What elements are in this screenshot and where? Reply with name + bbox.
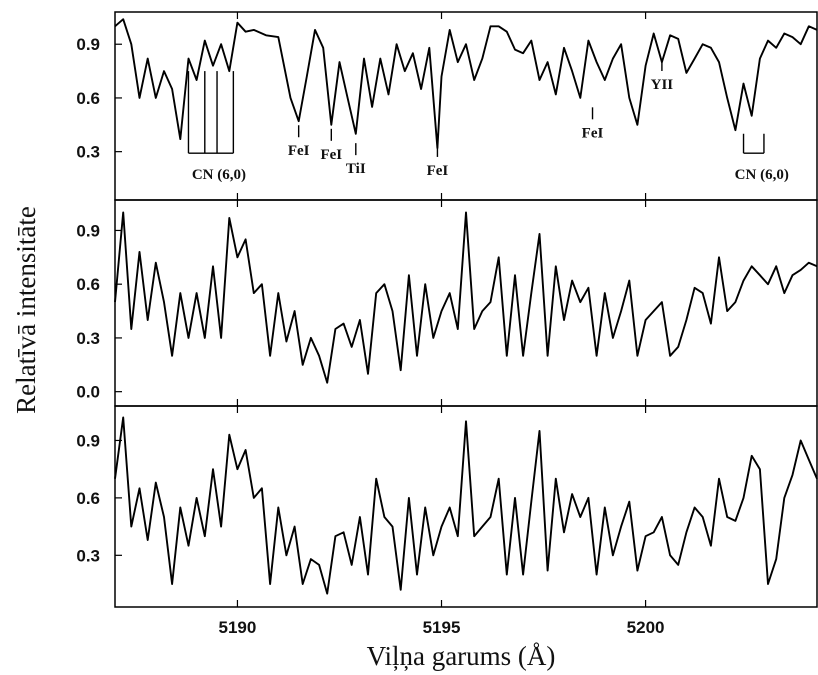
plot-area: 0.3 0.6 0.9 0.0 0.3 0.6 0.9 0.3 0.6 0.9 5190 5195 52…: [76, 11, 818, 637]
line-marker-label: TiI: [346, 161, 366, 177]
y-tick-label-top: 0.6: [76, 89, 100, 108]
x-tick-label: 5200: [627, 618, 665, 637]
y-tick-label-middle: 0.3: [76, 329, 100, 348]
y-axis-title: Relatīvā intensitāte: [11, 206, 41, 414]
cn-bracket-label: CN (6,0): [735, 167, 789, 183]
y-tick-label-middle: 0.9: [76, 221, 100, 240]
line-marker-label: FeI: [582, 125, 604, 141]
y-tick-label-bottom: 0.9: [76, 431, 100, 450]
y-tick-label-bottom: 0.6: [76, 489, 100, 508]
y-tick-label-bottom: 0.3: [76, 546, 100, 565]
spectrum-line-middle: [114, 211, 818, 384]
line-marker-label: FeI: [320, 147, 342, 163]
x-axis-title: Viļņa garums (Å): [367, 641, 556, 671]
y-tick-label-middle: 0.6: [76, 275, 100, 294]
spectrum-line-top: [114, 18, 818, 150]
cn-bracket-label: CN (6,0): [192, 167, 246, 183]
y-tick-label-middle: 0.0: [76, 383, 100, 402]
line-marker-label: FeI: [427, 163, 449, 179]
x-tick-label: 5195: [423, 618, 461, 637]
panel-frame-bottom: [114, 405, 818, 608]
line-marker-label: YII: [651, 77, 674, 93]
y-tick-label-top: 0.9: [76, 35, 100, 54]
spectrum-line-bottom: [114, 416, 818, 595]
y-tick-label-top: 0.3: [76, 143, 100, 162]
x-tick-label: 5190: [219, 618, 257, 637]
panel-frame-middle: [114, 199, 818, 407]
line-marker-label: FeI: [288, 143, 310, 159]
